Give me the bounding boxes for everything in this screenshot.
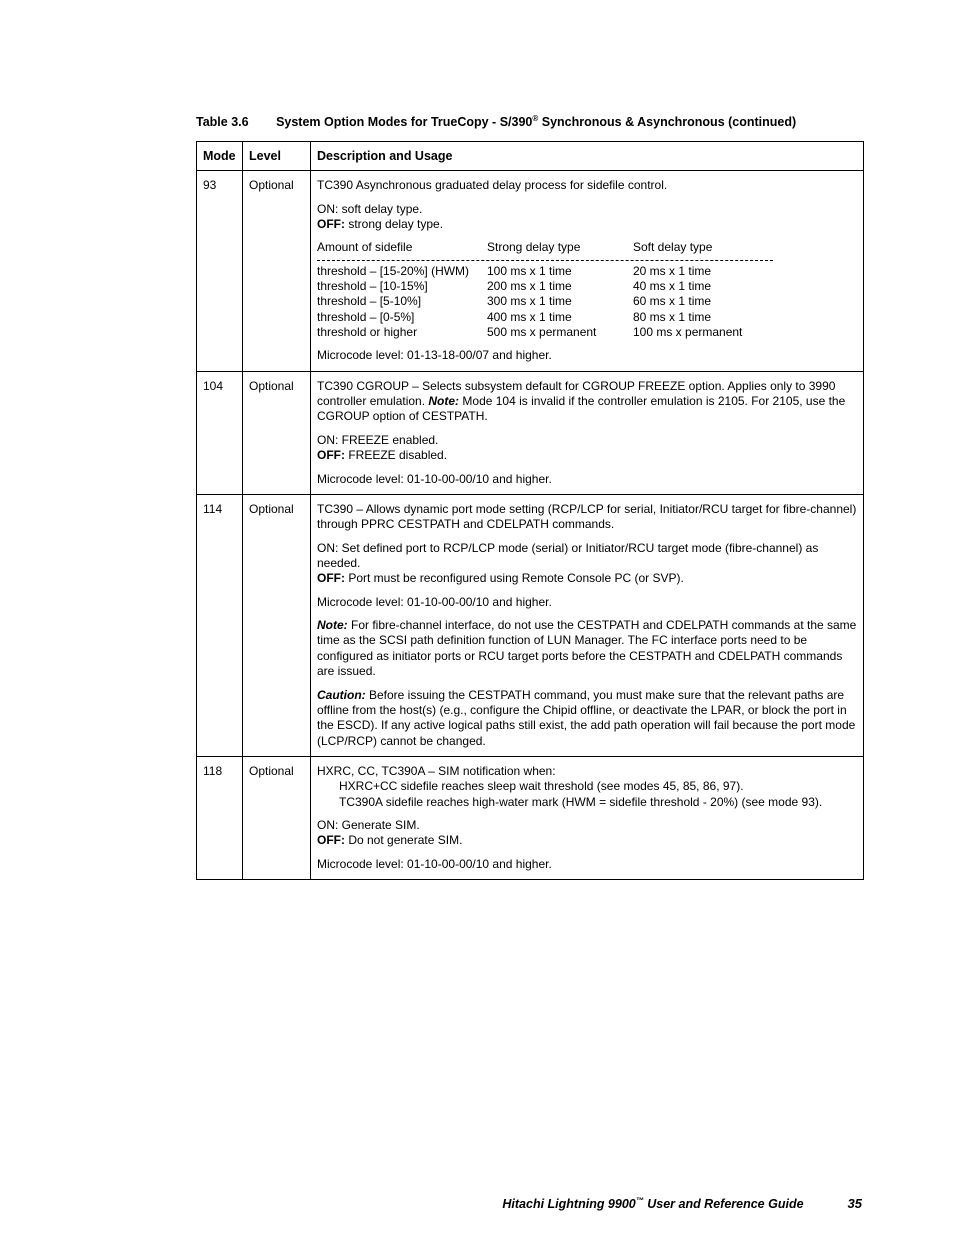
level-cell: Optional: [243, 756, 311, 879]
desc-line: TC390 – Allows dynamic port mode setting…: [317, 502, 857, 533]
sub-line: HXRC+CC sidefile reaches sleep wait thre…: [339, 779, 857, 794]
level-cell: Optional: [243, 371, 311, 494]
microcode-line: Microcode level: 01-10-00-00/10 and high…: [317, 472, 857, 487]
desc-line: TC390 Asynchronous graduated delay proce…: [317, 178, 857, 193]
on-line: ON: Generate SIM.: [317, 818, 857, 833]
table-header-row: Mode Level Description and Usage: [197, 142, 864, 171]
desc-cell: TC390 – Allows dynamic port mode setting…: [311, 494, 864, 756]
off-line: OFF: FREEZE disabled.: [317, 448, 857, 463]
microcode-line: Microcode level: 01-10-00-00/10 and high…: [317, 857, 857, 872]
on-line: ON: soft delay type.: [317, 202, 857, 217]
delay-row: threshold – [5-10%]300 ms x 1 time60 ms …: [317, 294, 857, 309]
table-title: System Option Modes for TrueCopy - S/390…: [276, 115, 796, 129]
page-footer: Hitachi Lightning 9900™ User and Referen…: [0, 1196, 954, 1211]
caution-block: Caution: Before issuing the CESTPATH com…: [317, 688, 857, 749]
on-line: ON: FREEZE enabled.: [317, 433, 857, 448]
table-caption: Table 3.6 System Option Modes for TrueCo…: [196, 114, 864, 129]
delay-row: threshold – [15-20%] (HWM)100 ms x 1 tim…: [317, 264, 857, 279]
desc-cell: TC390 Asynchronous graduated delay proce…: [311, 171, 864, 372]
delay-row: threshold or higher500 ms x permanent100…: [317, 325, 857, 340]
footer-doc-title: Hitachi Lightning 9900™ User and Referen…: [502, 1196, 803, 1211]
sub-line: TC390A sidefile reaches high-water mark …: [339, 795, 857, 810]
microcode-line: Microcode level: 01-13-18-00/07 and high…: [317, 348, 857, 363]
off-line: OFF: Port must be reconfigured using Rem…: [317, 571, 857, 586]
off-line: OFF: Do not generate SIM.: [317, 833, 857, 848]
table-number: Table 3.6: [196, 115, 249, 129]
mode-cell: 118: [197, 756, 243, 879]
level-cell: Optional: [243, 494, 311, 756]
delay-row: threshold – [10-15%]200 ms x 1 time40 ms…: [317, 279, 857, 294]
table-row: 114 Optional TC390 – Allows dynamic port…: [197, 494, 864, 756]
desc-cell: TC390 CGROUP – Selects subsystem default…: [311, 371, 864, 494]
page-content: Table 3.6 System Option Modes for TrueCo…: [0, 0, 954, 880]
microcode-line: Microcode level: 01-10-00-00/10 and high…: [317, 595, 857, 610]
table-row: 118 Optional HXRC, CC, TC390A – SIM noti…: [197, 756, 864, 879]
dashed-divider: [317, 260, 773, 261]
on-line: ON: Set defined port to RCP/LCP mode (se…: [317, 541, 857, 572]
note-block: Note: For fibre-channel interface, do no…: [317, 618, 857, 679]
delay-row: threshold – [0-5%]400 ms x 1 time80 ms x…: [317, 310, 857, 325]
option-modes-table: Mode Level Description and Usage 93 Opti…: [196, 141, 864, 880]
col-mode: Mode: [197, 142, 243, 171]
level-cell: Optional: [243, 171, 311, 372]
table-row: 93 Optional TC390 Asynchronous graduated…: [197, 171, 864, 372]
desc-line: HXRC, CC, TC390A – SIM notification when…: [317, 764, 857, 779]
delay-subtable-header: Amount of sidefile Strong delay type Sof…: [317, 240, 857, 255]
mode-cell: 104: [197, 371, 243, 494]
col-level: Level: [243, 142, 311, 171]
page-number: 35: [848, 1196, 862, 1211]
col-desc: Description and Usage: [311, 142, 864, 171]
off-line: OFF: strong delay type.: [317, 217, 857, 232]
desc-cell: HXRC, CC, TC390A – SIM notification when…: [311, 756, 864, 879]
desc-line: TC390 CGROUP – Selects subsystem default…: [317, 379, 857, 425]
table-row: 104 Optional TC390 CGROUP – Selects subs…: [197, 371, 864, 494]
mode-cell: 93: [197, 171, 243, 372]
mode-cell: 114: [197, 494, 243, 756]
